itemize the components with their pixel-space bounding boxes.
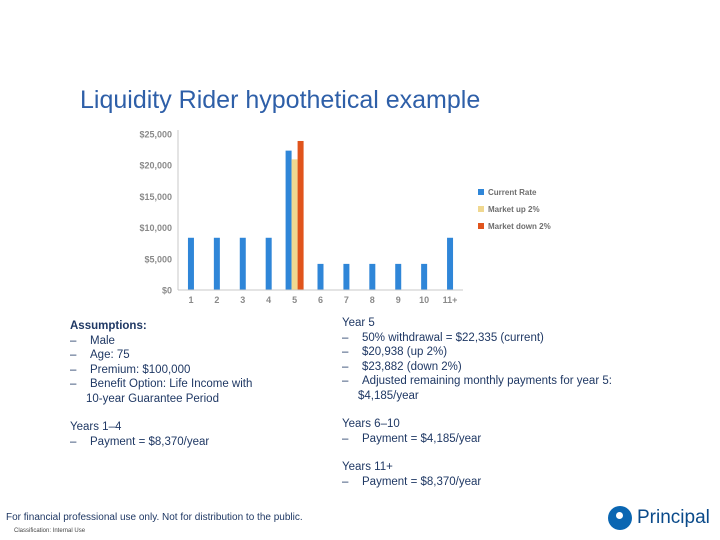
legend-label: Market up 2% xyxy=(488,205,540,214)
disclaimer-footer: For financial professional use only. Not… xyxy=(6,512,303,523)
years-1-4-heading: Years 1–4 xyxy=(70,421,122,433)
years-6-10-item: Payment = $4,185/year xyxy=(342,432,602,447)
year-5-heading: Year 5 xyxy=(342,317,375,329)
x-tick-label: 1 xyxy=(188,295,193,305)
assumption-item: Male xyxy=(70,334,280,349)
y-tick-label: $10,000 xyxy=(139,223,172,233)
years-6-10-block: Years 6–10 Payment = $4,185/year xyxy=(342,417,602,446)
bar xyxy=(213,237,220,290)
y-tick-label: $5,000 xyxy=(144,254,172,264)
legend-swatch xyxy=(478,206,484,212)
year-5-item: 50% withdrawal = $22,335 (current) xyxy=(342,331,672,346)
assumptions-heading: Assumptions: xyxy=(70,320,147,332)
x-axis: 1 2 3 4 5 6 7 8 9 10 11+ xyxy=(178,289,463,305)
y-tick-label: $15,000 xyxy=(139,192,172,202)
year-5-item: Adjusted remaining monthly payments for … xyxy=(342,374,672,389)
assumption-item: Premium: $100,000 xyxy=(70,363,280,378)
y-tick-label: $25,000 xyxy=(139,130,172,140)
x-tick-label: 10 xyxy=(419,295,429,305)
bar xyxy=(395,263,402,290)
bar xyxy=(239,237,246,290)
x-tick-label: 7 xyxy=(344,295,349,305)
bar xyxy=(285,150,292,290)
x-tick-label: 9 xyxy=(396,295,401,305)
x-tick-label: 8 xyxy=(370,295,375,305)
assumption-item: Age: 75 xyxy=(70,348,280,363)
bar xyxy=(187,237,194,290)
bar xyxy=(291,159,298,290)
bar xyxy=(317,263,324,290)
bars xyxy=(187,140,454,290)
year-5-continuation: $4,185/year xyxy=(358,389,419,402)
legend-label: Current Rate xyxy=(488,188,537,197)
x-tick-label: 11+ xyxy=(443,295,458,305)
x-tick-label: 5 xyxy=(292,295,297,305)
assumption-item: Benefit Option: Life Income with xyxy=(70,377,280,392)
assumptions-block: Assumptions: Male Age: 75 Premium: $100,… xyxy=(70,319,280,406)
legend-swatch xyxy=(478,189,484,195)
classification-label: Classification: Internal Use xyxy=(14,528,86,534)
x-tick-label: 6 xyxy=(318,295,323,305)
y-tick-label: $0 xyxy=(162,286,172,296)
x-tick-label: 4 xyxy=(266,295,271,305)
legend: Current Rate Market up 2% Market down 2% xyxy=(478,188,551,231)
year-5-item: $23,882 (down 2%) xyxy=(342,360,672,375)
bar xyxy=(447,237,454,290)
bar xyxy=(343,263,350,290)
legend-swatch xyxy=(478,223,484,229)
legend-label: Market down 2% xyxy=(488,222,551,231)
years-6-10-heading: Years 6–10 xyxy=(342,418,400,430)
year-5-item: $20,938 (up 2%) xyxy=(342,345,672,360)
years-11-block: Years 11+ Payment = $8,370/year xyxy=(342,460,602,489)
slide-title: Liquidity Rider hypothetical example xyxy=(80,86,481,114)
bar xyxy=(297,140,304,290)
bar xyxy=(265,237,272,290)
years-1-4-block: Years 1–4 Payment = $8,370/year xyxy=(70,420,290,449)
y-tick-label: $20,000 xyxy=(139,161,172,171)
x-tick-label: 3 xyxy=(240,295,245,305)
assumption-continuation: 10-year Guarantee Period xyxy=(86,392,219,405)
years-11-item: Payment = $8,370/year xyxy=(342,475,602,490)
principal-logo-text: Principal xyxy=(637,507,710,528)
bar xyxy=(369,263,376,290)
x-tick-label: 2 xyxy=(214,295,219,305)
bar-chart: $0 $5,000 $10,000 $15,000 $20,000 $25,000 1 2 3… xyxy=(139,130,551,306)
year-5-block: Year 5 50% withdrawal = $22,335 (current… xyxy=(342,316,672,403)
years-1-4-item: Payment = $8,370/year xyxy=(70,435,290,450)
bar xyxy=(421,263,428,290)
years-11-heading: Years 11+ xyxy=(342,461,393,473)
principal-logo: Principal xyxy=(608,503,714,533)
y-axis: $0 $5,000 $10,000 $15,000 $20,000 $25,000 xyxy=(139,130,179,296)
principal-logo-icon xyxy=(608,506,632,530)
